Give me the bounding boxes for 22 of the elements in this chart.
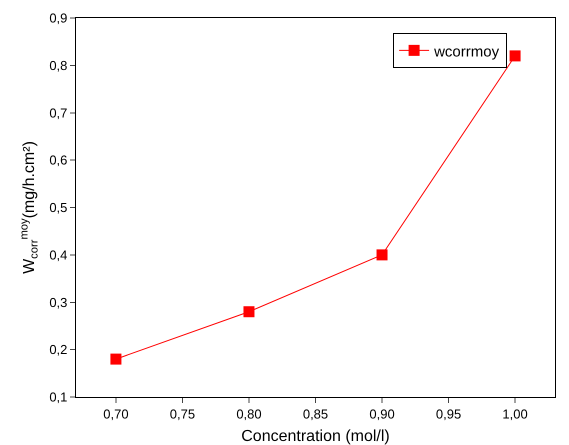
y-tick-label: 0,5 — [49, 200, 68, 216]
y-tick-label: 0,6 — [49, 152, 68, 168]
x-tick-label: 0,85 — [302, 406, 328, 422]
y-tick-label: 0,9 — [49, 10, 68, 26]
x-tick-label: 0,95 — [436, 406, 462, 422]
point — [510, 50, 521, 62]
y-tick-label: 0,7 — [49, 105, 68, 120]
y-tick-label: 0,1 — [49, 390, 68, 405]
point — [243, 306, 254, 318]
x-tick-label: 1,00 — [502, 406, 528, 422]
x-axis-title: Concentration (mol/l) — [241, 428, 390, 445]
point — [110, 354, 122, 365]
y-tick-label: 0,2 — [49, 342, 68, 358]
x-tick-label: 0,75 — [170, 406, 196, 422]
x-tick-label: 0,90 — [369, 406, 395, 422]
x-tick-label: 0,70 — [103, 406, 129, 422]
x-tick-label: 0,80 — [236, 406, 262, 422]
point — [376, 249, 388, 260]
y-tick-label: 0,8 — [49, 58, 68, 73]
legend-label: wcorrmoy — [433, 43, 500, 60]
y-tick-label: 0,3 — [49, 294, 68, 310]
y-tick-label: 0,4 — [49, 247, 68, 262]
